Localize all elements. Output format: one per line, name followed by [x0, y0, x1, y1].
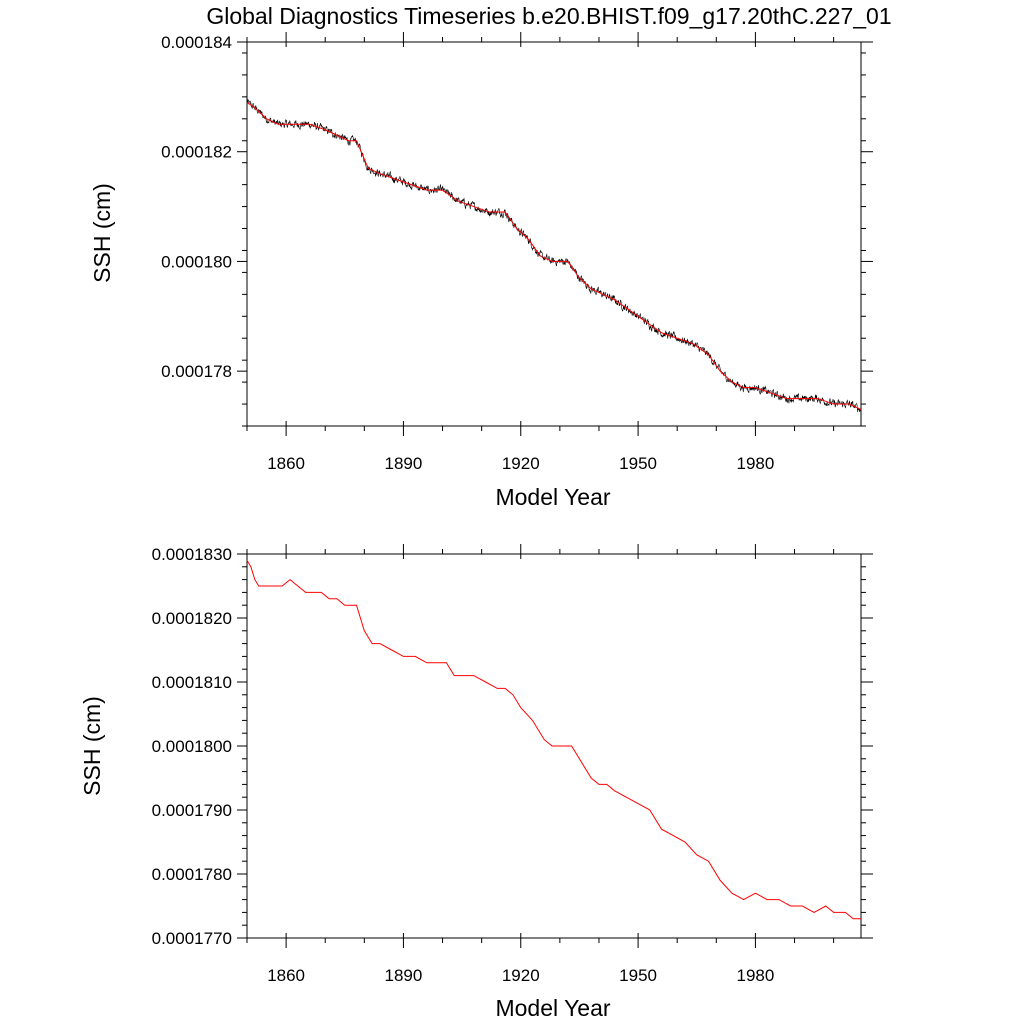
top-y-axis-label: SSH (cm) — [89, 183, 115, 283]
x-tick-label: 1890 — [385, 454, 423, 473]
x-tick-label: 1980 — [736, 454, 774, 473]
y-tick-label: 0.0001770 — [152, 929, 232, 948]
figure-title: Global Diagnostics Timeseries b.e20.BHIS… — [206, 3, 891, 29]
y-tick-label: 0.000184 — [161, 33, 232, 52]
y-tick-label: 0.0001830 — [152, 545, 232, 564]
y-tick-label: 0.0001820 — [152, 609, 232, 628]
y-tick-label: 0.000182 — [161, 143, 232, 162]
y-tick-label: 0.0001810 — [152, 673, 232, 692]
y-tick-label: 0.0001780 — [152, 865, 232, 884]
bottom-x-axis-label: Model Year — [495, 995, 610, 1021]
x-tick-label: 1950 — [619, 966, 657, 985]
x-tick-label: 1920 — [502, 454, 540, 473]
x-tick-label: 1950 — [619, 454, 657, 473]
x-tick-label: 1980 — [736, 966, 774, 985]
y-tick-label: 0.0001790 — [152, 801, 232, 820]
x-tick-label: 1860 — [267, 966, 305, 985]
top-panel: Model Year SSH (cm) 1860 1890 1920 1950 1980… — [89, 32, 873, 510]
x-tick-label: 1920 — [502, 966, 540, 985]
series-line-annual-mean — [246, 560, 861, 920]
y-tick-label: 0.000180 — [161, 252, 232, 271]
plot-frame — [246, 41, 862, 427]
series-line-annual-mean — [246, 101, 862, 410]
y-tick-label: 0.000178 — [161, 362, 232, 381]
y-tick-label: 0.0001800 — [152, 737, 232, 756]
series-line-monthly — [246, 98, 862, 413]
bottom-y-axis-label: SSH (cm) — [79, 696, 105, 796]
x-tick-label: 1890 — [385, 966, 423, 985]
top-x-axis-label: Model Year — [495, 484, 610, 510]
bottom-panel: Model Year SSH (cm) 1860 1890 1920 1950 1980… — [79, 544, 873, 1021]
x-tick-label: 1860 — [267, 454, 305, 473]
